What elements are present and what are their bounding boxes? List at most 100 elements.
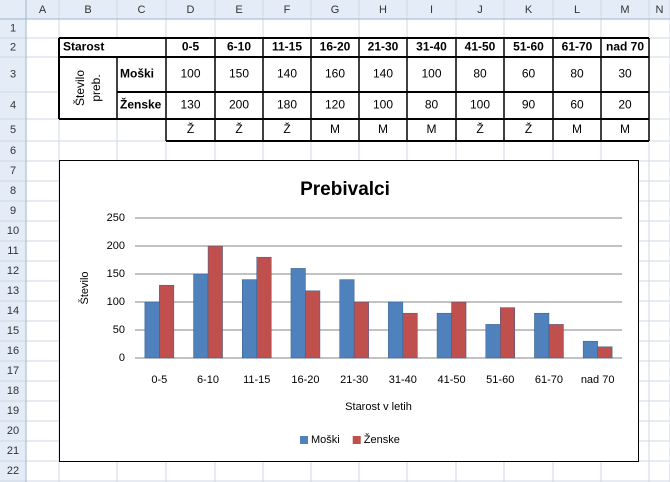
value-cell: 60 <box>570 98 584 112</box>
chart-title: Prebivalci <box>300 179 390 200</box>
footer-cell: M <box>330 122 340 136</box>
bar <box>256 256 272 359</box>
column-header: D <box>187 4 195 16</box>
y-tick-label: 150 <box>107 268 125 280</box>
x-tick-label: 16-20 <box>291 374 319 386</box>
x-tick-label: 61-70 <box>535 374 563 386</box>
footer-cell: M <box>620 122 630 136</box>
header-cell: 21-30 <box>368 40 399 54</box>
value-cell: 80 <box>570 67 584 81</box>
value-cell: 60 <box>522 67 536 81</box>
row-header: 20 <box>7 425 19 437</box>
row-header: 10 <box>7 225 19 237</box>
header-cell: 51-60 <box>513 40 544 54</box>
bar <box>207 245 223 359</box>
value-cell: 80 <box>425 98 439 112</box>
value-cell: 30 <box>618 67 632 81</box>
x-axis-title: Starost v letih <box>345 401 412 413</box>
column-header: K <box>525 4 533 16</box>
column-header: C <box>138 4 146 16</box>
value-cell: 140 <box>373 67 393 81</box>
value-cell: 100 <box>421 67 441 81</box>
column-header: I <box>430 4 433 16</box>
bar <box>500 307 515 359</box>
bar <box>597 346 613 359</box>
table-cover <box>59 38 649 119</box>
row-header: 16 <box>7 345 19 357</box>
table-title-cell: Starost <box>63 40 104 54</box>
value-cell: 100 <box>470 98 490 112</box>
value-cell: 100 <box>373 98 393 112</box>
row-header: 4 <box>10 99 16 111</box>
value-cell: 20 <box>618 98 632 112</box>
column-header: H <box>379 4 387 16</box>
header-cell: 0-5 <box>182 40 200 54</box>
row-header: 1 <box>10 22 16 34</box>
column-header: M <box>620 4 629 16</box>
y-axis-title: Število <box>78 271 91 304</box>
row-header: 8 <box>10 185 16 197</box>
y-tick-label: 0 <box>119 352 125 364</box>
bar <box>339 279 355 359</box>
header-cell: nad 70 <box>606 40 644 54</box>
y-tick-label: 50 <box>113 324 125 336</box>
x-tick-label: 6-10 <box>197 374 219 386</box>
value-cell: 180 <box>277 98 297 112</box>
row-label: Moški <box>120 67 154 81</box>
row-header: 3 <box>10 68 16 80</box>
footer-cell: Ž <box>283 121 290 136</box>
value-cell: 100 <box>180 67 200 81</box>
row-header: 19 <box>7 405 19 417</box>
column-header: L <box>574 4 580 16</box>
bar <box>402 312 418 359</box>
bar <box>290 268 306 359</box>
legend-swatch <box>300 436 308 444</box>
row-header: 22 <box>7 465 19 477</box>
bar <box>159 284 175 359</box>
column-header: J <box>477 4 483 16</box>
bar <box>144 301 160 359</box>
x-tick-label: 51-60 <box>486 374 514 386</box>
value-cell: 140 <box>277 67 297 81</box>
bar <box>548 324 564 359</box>
bar <box>305 290 321 359</box>
row-header: 15 <box>7 325 19 337</box>
row-header: 11 <box>7 245 18 257</box>
column-header: B <box>84 4 91 16</box>
row-group-label: preb. <box>89 74 103 101</box>
header-cell: 16-20 <box>320 40 351 54</box>
header-cell: 6-10 <box>227 40 251 54</box>
legend-swatch <box>352 436 361 444</box>
bar <box>353 301 369 359</box>
row-header: 12 <box>7 265 19 277</box>
x-tick-label: nad 70 <box>581 374 615 386</box>
column-header: G <box>331 4 340 16</box>
column-header: N <box>656 4 664 16</box>
value-cell: 130 <box>180 98 200 112</box>
header-cell: 41-50 <box>465 40 496 54</box>
y-tick-label: 100 <box>107 296 125 308</box>
bar <box>451 301 467 359</box>
row-header: 18 <box>7 385 19 397</box>
row-label: Ženske <box>120 97 162 112</box>
row-header: 7 <box>10 165 16 177</box>
bar <box>193 273 209 359</box>
x-tick-label: 0-5 <box>151 374 167 386</box>
bar <box>242 279 257 359</box>
legend-label: Ženske <box>364 433 400 446</box>
footer-cell: Ž <box>235 121 242 136</box>
x-tick-label: 31-40 <box>389 374 417 386</box>
footer-cell: M <box>572 122 582 136</box>
header-cell: 61-70 <box>562 40 593 54</box>
row-header: 5 <box>10 124 16 136</box>
footer-cell: M <box>427 122 437 136</box>
footer-cell: M <box>378 122 388 136</box>
legend-label: Moški <box>311 434 340 446</box>
row-header: 17 <box>7 365 19 377</box>
row-header: 21 <box>7 445 19 457</box>
row-header: 9 <box>10 205 16 217</box>
row-group-label: Število <box>72 70 87 106</box>
row-header: 6 <box>10 145 16 157</box>
footer-cell: Ž <box>187 121 194 136</box>
